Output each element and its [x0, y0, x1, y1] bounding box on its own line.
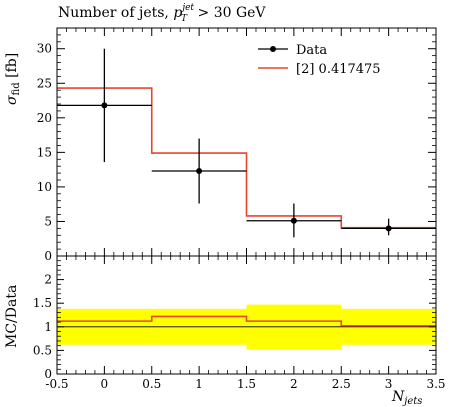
- legend-data-marker: [270, 46, 276, 52]
- x-tick-label: 2.5: [332, 377, 351, 391]
- main-y-tick-label: 10: [37, 180, 52, 194]
- x-tick-label: 1: [195, 377, 203, 391]
- ratio-y-tick-label: 1: [44, 320, 52, 334]
- title-var: p: [173, 5, 182, 21]
- ratio-line: [57, 315, 436, 327]
- title-sub: T: [181, 14, 188, 24]
- x-axis-label: Njets: [391, 389, 422, 407]
- main-y-tick-label: 20: [37, 111, 52, 125]
- main-ylabel-sub: fid: [11, 82, 22, 96]
- title-sup: jet: [180, 3, 194, 13]
- main-y-tick-label: 15: [37, 145, 52, 159]
- data-point: [385, 225, 392, 232]
- ratio-y-tick-label: 0.5: [33, 343, 52, 357]
- x-tick-label: 1.5: [237, 377, 256, 391]
- title-text: Number of jets,: [58, 5, 173, 21]
- mc-histogram-line: [57, 87, 436, 229]
- legend: Data [2] 0.417475: [258, 43, 381, 77]
- legend-mc-label: [2] 0.417475: [296, 62, 381, 77]
- main-y-tick-label: 0: [44, 249, 52, 263]
- data-point: [290, 217, 297, 224]
- x-tick-label: 0: [101, 377, 109, 391]
- ratio-y-tick-label: 0: [44, 367, 52, 381]
- chart-title: Number of jets, pjet T > 30 GeV: [58, 3, 266, 24]
- x-axis-label-sub: jets: [402, 396, 422, 407]
- ratio-y-tick-label: 1.5: [33, 296, 52, 310]
- main-ylabel: σfid [fb]: [4, 53, 22, 105]
- x-tick-label: 3: [385, 377, 393, 391]
- x-axis-label-symbol: N: [391, 389, 405, 405]
- legend-data-label: Data: [296, 43, 327, 58]
- data-point: [101, 102, 108, 109]
- x-tick-label: 0.5: [142, 377, 161, 391]
- main-y-tick-label: 30: [37, 42, 52, 56]
- data-point: [196, 168, 203, 175]
- ratio-ylabel: MC/Data: [4, 285, 20, 348]
- main-ylabel-symbol: σ: [4, 95, 20, 105]
- main-y-tick-label: 25: [37, 76, 52, 90]
- main-ylabel-unit: [fb]: [4, 53, 20, 83]
- ratio-panel: 00.511.52-0.5 0 0.5 1 1.5 2 2.5 3 3.5: [33, 28, 446, 391]
- x-tick-label: 2: [290, 377, 298, 391]
- ratio-y-tick-label: 2: [44, 273, 52, 287]
- main-y-tick-label: 5: [44, 214, 52, 228]
- x-tick-label: -0.5: [45, 377, 68, 391]
- title-cut: > 30 GeV: [193, 5, 266, 21]
- x-tick-label: 3.5: [426, 377, 445, 391]
